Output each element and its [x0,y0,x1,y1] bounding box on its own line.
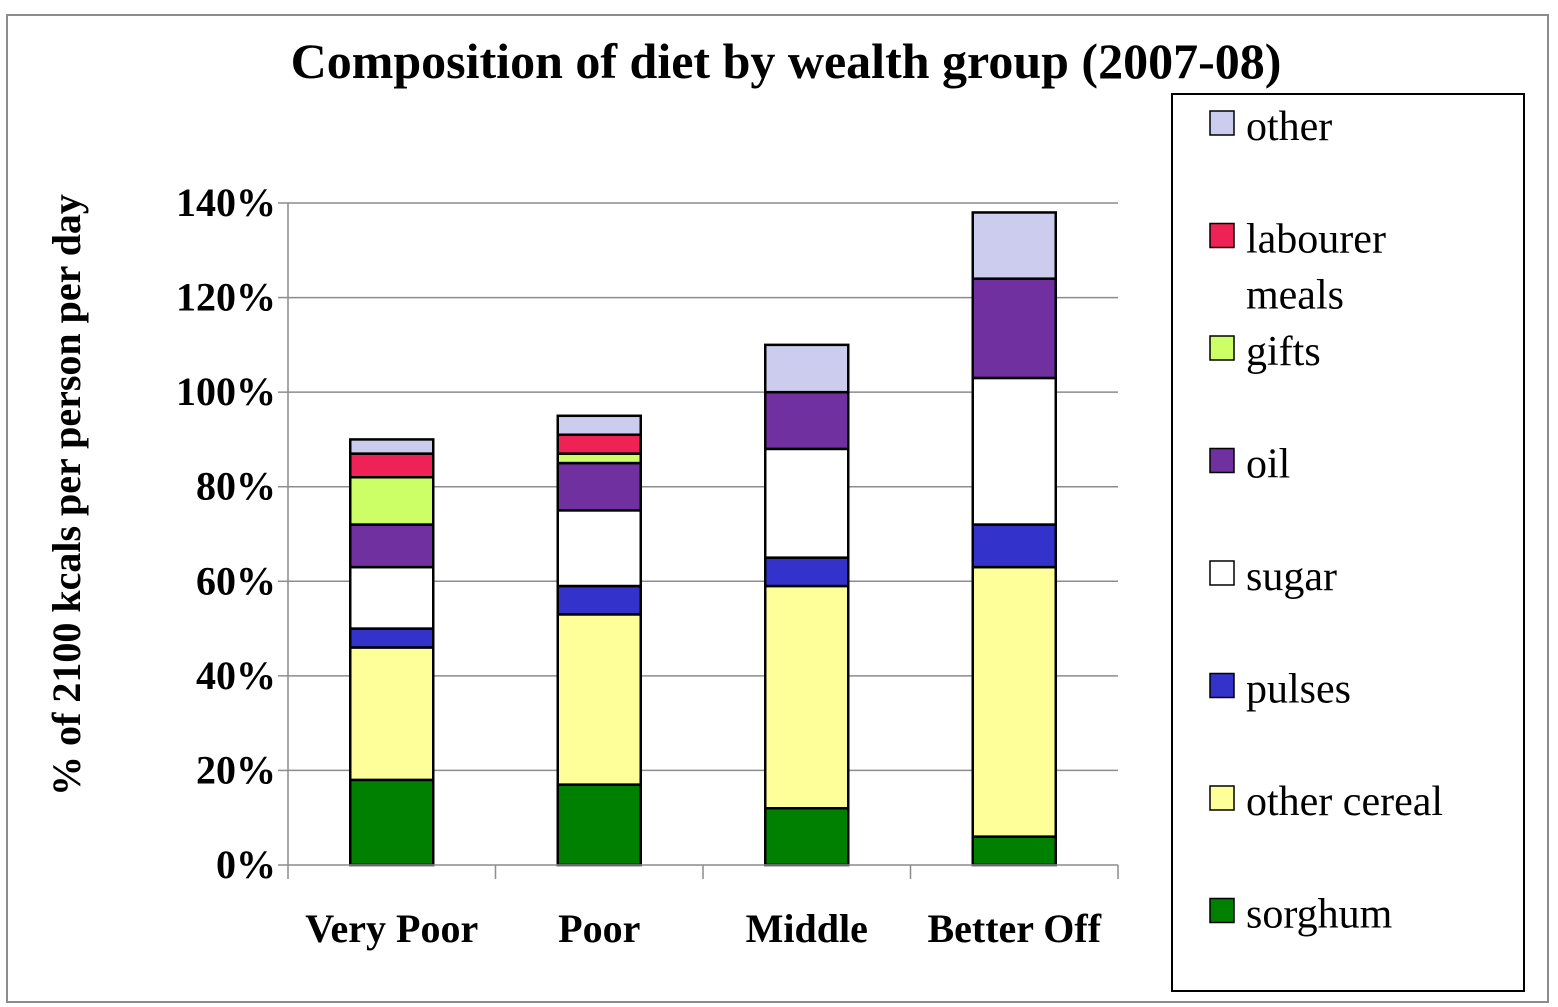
bar-segment-sugar [556,509,642,588]
bar-segment-sugar [764,447,850,559]
legend: other labourer meals gifts oil sugar pulses oth… [1171,93,1525,992]
x-category-label: Middle [746,906,868,951]
y-tick-label: 140% [176,180,276,225]
x-axis-categories: Very Poor Poor Middle Better Off [305,906,1101,951]
y-tick-label: 100% [176,369,276,414]
legend-label: labourer [1246,217,1386,263]
bar-segment-oil [764,390,850,451]
y-axis-label: % of 2100 kcals per person per day [44,194,89,796]
y-tick-label: 120% [176,275,276,320]
x-category-label: Poor [558,906,640,951]
bar-segment-other-cereal [971,565,1057,838]
bar-segment-gifts [556,452,642,465]
legend-swatch [1209,897,1235,924]
bar-segment-other [971,211,1057,280]
legend-label-continued: meals [1246,273,1344,319]
bar-segment-oil [971,277,1057,380]
legend-label: pulses [1246,667,1351,713]
bar-segment-gifts [349,476,435,526]
bar-segment-sorghum [349,778,435,867]
bar-segment-sugar [971,376,1057,526]
legend-label: other cereal [1246,779,1443,825]
bar-segment-other [349,438,435,455]
bars [349,211,1057,867]
x-axis [287,203,1119,879]
bar-segment-other [556,414,642,436]
bar-segment-sorghum [764,807,850,867]
legend-label: oil [1246,442,1290,488]
bar-segment-pulses [764,556,850,588]
bar-segment-oil [349,523,435,569]
y-tick-label: 0% [216,842,276,887]
y-tick-label: 40% [196,653,276,698]
legend-swatch [1209,560,1235,586]
legend-label: other [1246,104,1332,150]
bar-segment-other-cereal [556,613,642,786]
legend-swatch [1209,335,1235,361]
bar-segment-sorghum [971,835,1057,867]
legend-label: sugar [1246,554,1337,600]
bar-segment-labourer-meals [556,433,642,455]
bar-segment-labourer-meals [349,452,435,479]
y-axis-ticks: 0% 20% 40% 60% 80% 100% 120% 140% [176,180,288,887]
y-tick-label: 60% [196,558,276,603]
bar-segment-oil [556,461,642,512]
bar-segment-pulses [556,584,642,616]
legend-label: gifts [1246,329,1321,375]
bar-segment-other-cereal [349,646,435,782]
bar-segment-sorghum [556,783,642,867]
bar-segment-other [764,343,850,394]
chart-title: Composition of diet by wealth group (200… [291,33,1282,89]
legend-swatch [1209,672,1235,699]
legend-label: sorghum [1246,892,1393,938]
x-category-label: Very Poor [305,906,478,951]
legend-swatch [1209,110,1235,136]
bar-segment-other-cereal [764,584,850,810]
legend-swatch [1209,222,1235,249]
y-tick-label: 20% [196,747,276,792]
x-category-label: Better Off [927,906,1101,951]
legend-swatch [1209,785,1235,811]
bar-segment-pulses [349,627,435,649]
bar-segment-pulses [971,523,1057,569]
y-tick-label: 80% [196,464,276,509]
legend-swatch [1209,447,1235,474]
bar-segment-sugar [349,565,435,630]
